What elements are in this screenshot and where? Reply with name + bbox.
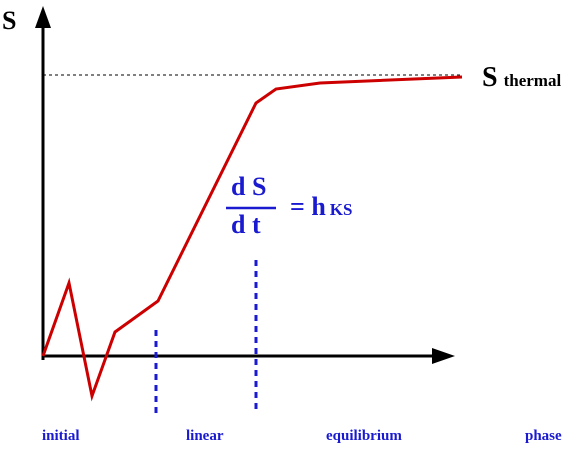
x-axis-arrowhead xyxy=(432,348,455,364)
y-axis-arrowhead xyxy=(35,6,51,28)
phase-label-linear: linear xyxy=(186,428,224,444)
formula-rhs: = h KS xyxy=(290,192,352,222)
formula-rhs-text: = h xyxy=(290,192,326,221)
phase-label-equilibrium: equilibrium xyxy=(326,428,402,444)
saturation-subscript: thermal xyxy=(503,71,562,90)
entropy-curve xyxy=(41,75,463,402)
formula-denominator: d t xyxy=(231,210,261,239)
phase-label-initial: initial xyxy=(42,428,80,444)
y-axis-label: S xyxy=(2,6,17,35)
phase-label-phase: phase xyxy=(525,428,562,444)
formula-numerator: d S xyxy=(231,172,267,201)
formula-rhs-subscript: KS xyxy=(329,200,353,219)
saturation-symbol: S xyxy=(482,62,498,93)
